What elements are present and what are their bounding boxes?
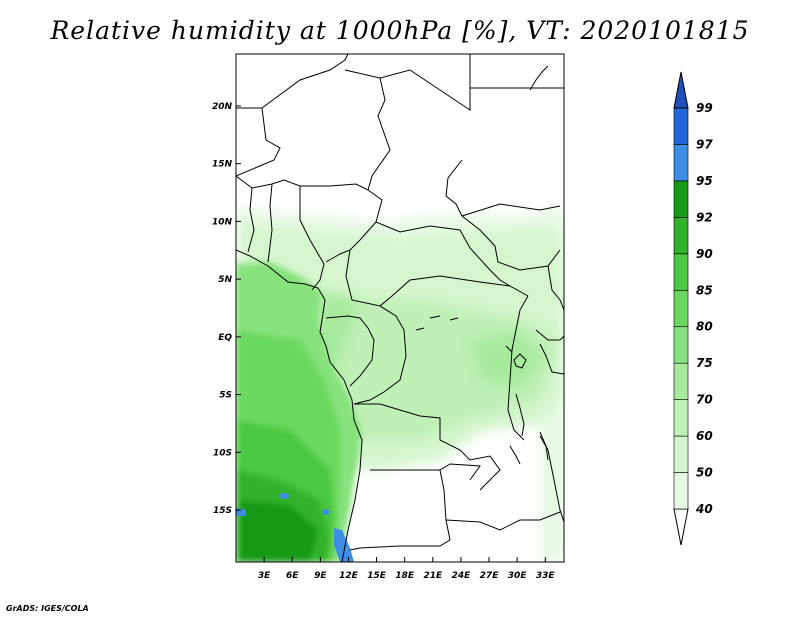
- colorbar-label: 50: [696, 466, 713, 480]
- country-border: [325, 315, 375, 387]
- country-border: [445, 511, 561, 531]
- colorbar-segment: [673, 217, 689, 255]
- lat-tick-label: 5S: [219, 391, 232, 401]
- lat-tick-label: 15S: [213, 506, 232, 516]
- lake-mweru: [509, 445, 521, 465]
- country-border: [547, 265, 564, 311]
- colorbar: 40 50 60 70 75 80 85 90 92 95 97 99: [673, 71, 713, 546]
- colorbar-label: 40: [695, 502, 713, 516]
- longitude-axis: 3E 6E 9E 12E 15E 18E 21E 24E 27E 30E 33E: [258, 557, 556, 581]
- lon-tick-label: 30E: [508, 571, 528, 581]
- map-panel: [235, 53, 565, 563]
- colorbar-label: 70: [696, 393, 713, 407]
- humidity-field: [236, 206, 564, 562]
- lon-tick-label: 3E: [258, 571, 271, 581]
- colorbar-segment: [673, 399, 689, 437]
- country-border: [539, 343, 564, 375]
- map-title: Relative humidity at 1000hPa [%], VT: 20…: [50, 16, 750, 45]
- country-border: [299, 186, 325, 291]
- country-border: [353, 305, 407, 405]
- colorbar-segment: [673, 107, 689, 145]
- colorbar-label: 92: [696, 210, 713, 224]
- lon-tick-label: 6E: [286, 571, 299, 581]
- colorbar-segment: [673, 435, 689, 473]
- lat-tick-label: 10S: [213, 448, 232, 458]
- country-border: [267, 183, 273, 263]
- map-frame: [235, 53, 565, 563]
- lake-malawi: [539, 431, 549, 461]
- colorbar-label: 60: [696, 429, 713, 443]
- latitude-axis: 20N 15N 10N 5N EQ 5S 10S 15S: [212, 102, 241, 516]
- colorbar-label: 99: [696, 101, 713, 115]
- river-segment: [505, 345, 513, 353]
- colorbar-lower-arrow: [673, 508, 689, 546]
- coastline-red-sea: [529, 65, 549, 91]
- country-border: [535, 329, 564, 341]
- colorbar-label: 85: [696, 283, 713, 297]
- colorbar-segment: [673, 362, 689, 400]
- humidity-patch-blue: [279, 493, 289, 499]
- coastlines-borders: [236, 54, 564, 562]
- country-border: [247, 187, 255, 253]
- colorbar-segment: [673, 326, 689, 364]
- colorbar-label: 95: [696, 174, 713, 188]
- colorbar-label: 80: [696, 320, 713, 334]
- country-border: [461, 203, 561, 217]
- country-border: [261, 54, 349, 109]
- colorbar-segment: [673, 472, 689, 510]
- colorbar-segment: [673, 144, 689, 182]
- country-border: [379, 54, 471, 111]
- country-border: [345, 249, 529, 307]
- country-border: [507, 295, 529, 441]
- humidity-shading-core: [236, 262, 362, 562]
- colorbar-label: 97: [696, 137, 713, 151]
- country-border: [445, 159, 463, 217]
- lon-tick-label: 9E: [314, 571, 327, 581]
- colorbar-segment: [673, 289, 689, 328]
- lon-tick-label: 21E: [423, 571, 443, 581]
- lon-tick-label: 15E: [367, 571, 387, 581]
- lake-tanganyika: [515, 393, 525, 437]
- humidity-patch-blue: [334, 528, 354, 562]
- river-segment: [415, 315, 459, 331]
- lat-tick-label: EQ: [218, 333, 232, 343]
- lake-victoria: [513, 353, 527, 369]
- country-border: [236, 175, 383, 223]
- lon-tick-label: 18E: [395, 571, 415, 581]
- lon-tick-label: 12E: [339, 571, 359, 581]
- humidity-patch-blue: [322, 509, 330, 515]
- colorbar-upper-arrow: [673, 71, 689, 109]
- colorbar-segment: [673, 253, 689, 291]
- country-border: [375, 221, 511, 287]
- lon-tick-label: 33E: [536, 571, 556, 581]
- lon-tick-label: 27E: [480, 571, 500, 581]
- colorbar-segment: [673, 180, 689, 218]
- credit-label: GrADS: IGES/COLA: [6, 604, 89, 613]
- country-border: [236, 107, 281, 177]
- colorbar-label: 75: [696, 356, 713, 370]
- atlantic-coastline: [236, 249, 363, 562]
- lat-tick-label: 5N: [218, 275, 232, 285]
- lat-tick-label: 15N: [212, 160, 233, 170]
- lat-tick-label: 20N: [212, 102, 233, 112]
- lat-tick-label: 10N: [212, 217, 233, 227]
- lon-tick-label: 24E: [452, 571, 472, 581]
- country-border: [370, 463, 481, 481]
- country-border: [349, 469, 451, 551]
- country-border: [354, 403, 501, 491]
- colorbar-label: 90: [696, 247, 713, 261]
